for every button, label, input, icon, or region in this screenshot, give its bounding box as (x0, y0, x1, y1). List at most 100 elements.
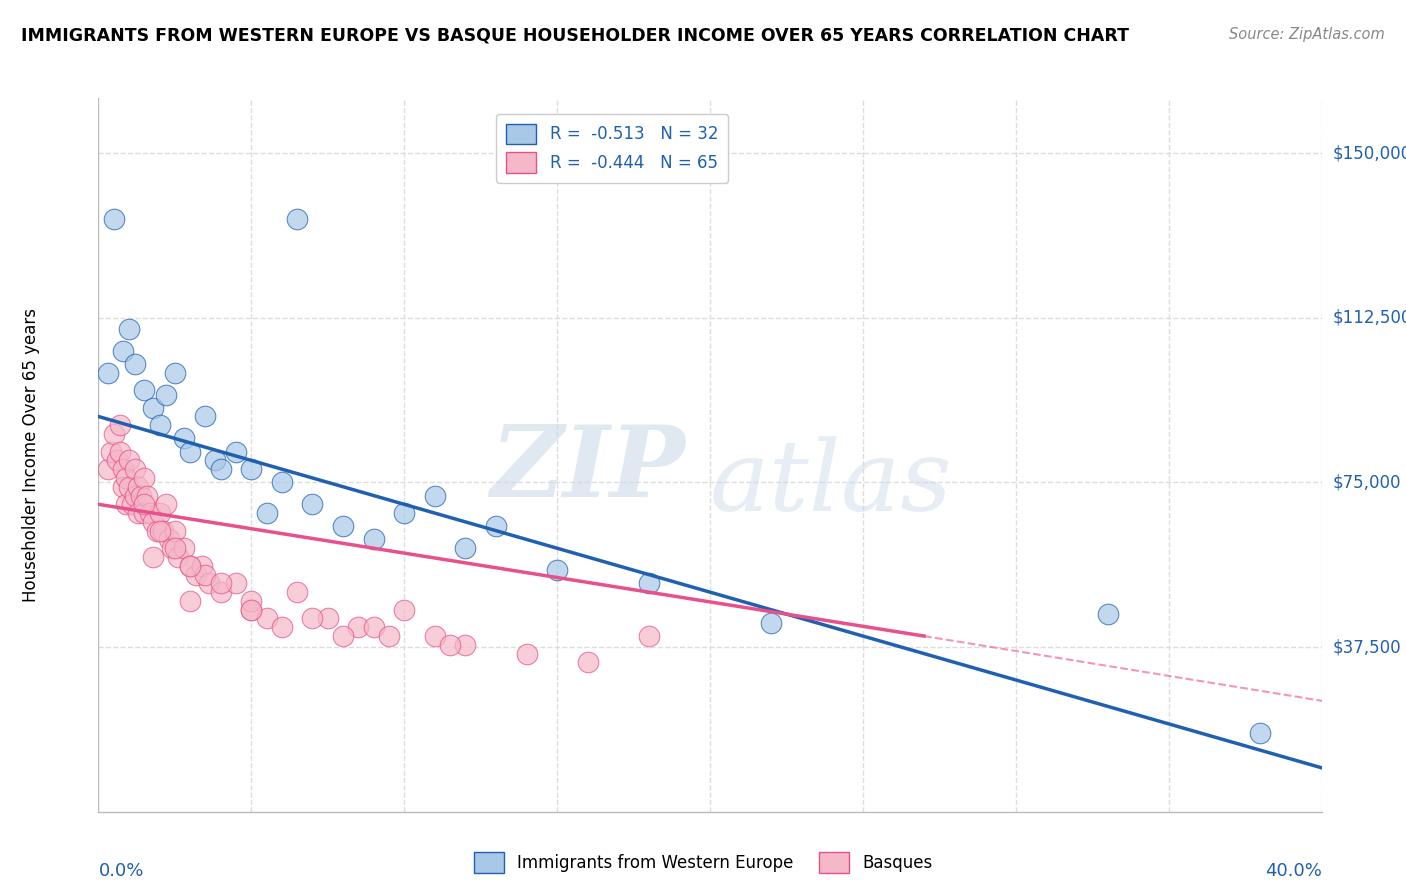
Point (423, 629, 446, 643)
Point (108, 418, 131, 433)
Point (134, 383, 156, 397)
Point (759, 615, 782, 630)
Point (332, 629, 354, 643)
Point (179, 558, 201, 573)
Point (179, 558, 201, 573)
Text: atlas: atlas (710, 436, 953, 531)
Point (134, 497, 156, 511)
Point (160, 541, 183, 556)
Legend: R =  -0.513   N = 32, R =  -0.444   N = 65: R = -0.513 N = 32, R = -0.444 N = 65 (496, 113, 728, 183)
Point (378, 629, 401, 643)
Point (285, 585, 308, 599)
Point (439, 638, 461, 652)
Point (155, 387, 177, 401)
Point (454, 541, 477, 556)
Text: 40.0%: 40.0% (1265, 862, 1322, 880)
Point (142, 549, 165, 564)
Point (225, 576, 247, 591)
Point (134, 471, 156, 485)
Point (100, 444, 122, 458)
Point (136, 489, 159, 503)
Legend: Immigrants from Western Europe, Basques: Immigrants from Western Europe, Basques (467, 846, 939, 880)
Point (149, 418, 172, 433)
Point (209, 462, 232, 476)
Point (194, 409, 217, 424)
Point (179, 444, 201, 458)
Point (111, 480, 134, 494)
Point (163, 366, 186, 380)
Point (256, 611, 278, 625)
Text: ZIP: ZIP (491, 421, 686, 517)
Point (97, 366, 120, 380)
Point (637, 576, 661, 591)
Text: $37,500: $37,500 (1333, 638, 1402, 656)
Point (127, 480, 149, 494)
Point (127, 506, 149, 520)
Point (124, 489, 146, 503)
Point (155, 497, 177, 511)
Point (108, 444, 131, 458)
Point (204, 453, 226, 467)
Point (546, 563, 568, 577)
Point (124, 357, 146, 371)
Point (1097, 607, 1119, 621)
Point (163, 524, 186, 538)
Point (118, 480, 141, 494)
Point (516, 647, 538, 661)
Point (485, 519, 508, 533)
Point (301, 497, 323, 511)
Point (179, 594, 201, 608)
Point (637, 629, 661, 643)
Point (256, 506, 278, 520)
Point (97, 462, 120, 476)
Point (134, 506, 156, 520)
Point (332, 519, 354, 533)
Text: Source: ZipAtlas.com: Source: ZipAtlas.com (1229, 27, 1385, 42)
Point (142, 515, 165, 529)
Point (363, 620, 385, 634)
Point (124, 462, 146, 476)
Point (167, 549, 190, 564)
Point (576, 656, 599, 670)
Text: Householder Income Over 65 years: Householder Income Over 65 years (22, 308, 41, 602)
Text: IMMIGRANTS FROM WESTERN EUROPE VS BASQUE HOUSEHOLDER INCOME OVER 65 YEARS CORREL: IMMIGRANTS FROM WESTERN EUROPE VS BASQUE… (21, 27, 1129, 45)
Point (103, 211, 125, 226)
Point (194, 567, 217, 582)
Point (191, 558, 214, 573)
Point (186, 567, 208, 582)
Point (392, 506, 416, 520)
Text: $75,000: $75,000 (1333, 474, 1402, 491)
Point (270, 475, 292, 490)
Text: $112,500: $112,500 (1333, 309, 1406, 326)
Point (173, 432, 195, 446)
Point (163, 541, 186, 556)
Point (392, 603, 416, 617)
Point (145, 524, 167, 538)
Text: 0.0%: 0.0% (98, 862, 143, 880)
Point (316, 611, 339, 625)
Point (103, 427, 125, 442)
Point (301, 611, 323, 625)
Point (240, 594, 263, 608)
Point (173, 541, 195, 556)
Point (363, 533, 385, 547)
Point (270, 620, 292, 634)
Point (118, 321, 141, 335)
Point (347, 620, 370, 634)
Point (118, 453, 141, 467)
Point (157, 533, 180, 547)
Point (121, 497, 143, 511)
Point (115, 497, 138, 511)
Point (115, 471, 138, 485)
Text: $150,000: $150,000 (1333, 144, 1406, 162)
Point (225, 444, 247, 458)
Point (423, 489, 446, 503)
Point (1249, 725, 1271, 739)
Point (209, 585, 232, 599)
Point (142, 401, 165, 415)
Point (285, 211, 308, 226)
Point (240, 603, 263, 617)
Point (152, 524, 174, 538)
Point (197, 576, 219, 591)
Point (454, 638, 477, 652)
